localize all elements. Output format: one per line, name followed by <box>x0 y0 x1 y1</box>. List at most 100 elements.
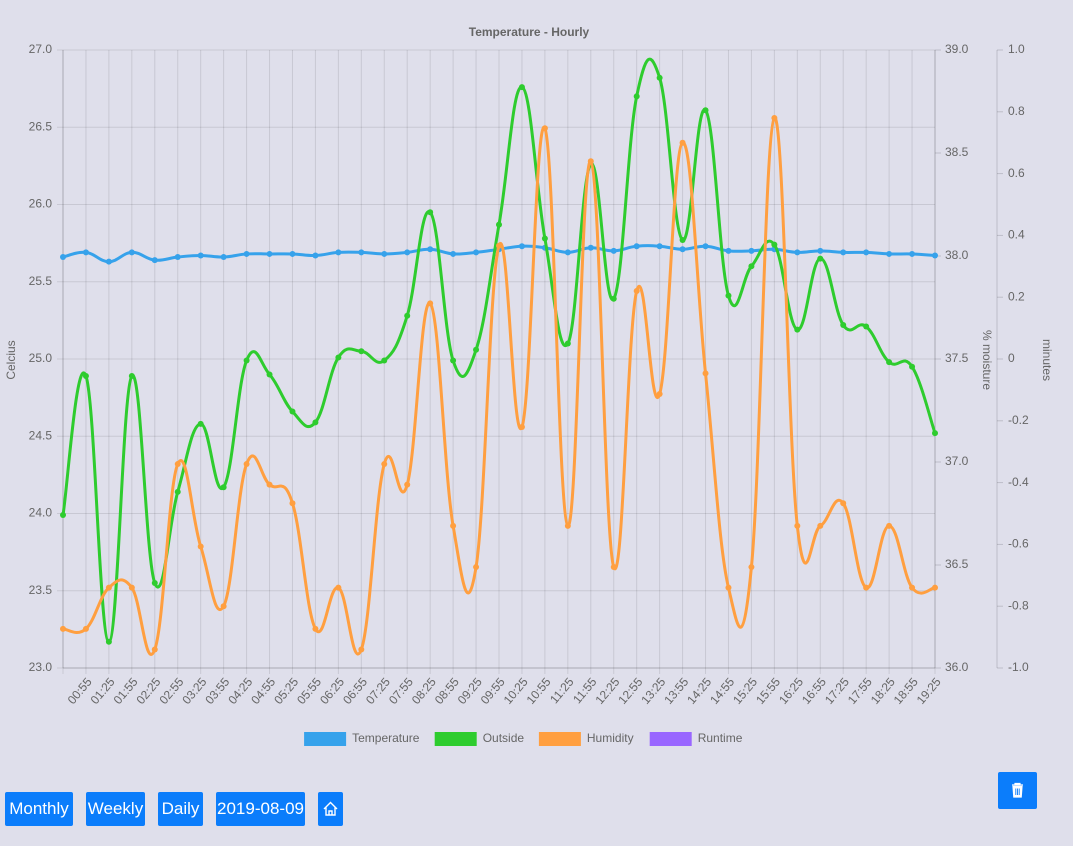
data-point <box>748 263 755 270</box>
data-point <box>610 564 617 571</box>
y-tick-label: 24.5 <box>29 428 53 442</box>
y-tick-label: 24.0 <box>29 506 53 520</box>
y2-tick-label: 36.5 <box>945 557 969 571</box>
data-point <box>633 243 640 250</box>
y-tick-label: 23.5 <box>29 583 53 597</box>
data-point <box>633 288 640 295</box>
y-tick-label: 27.0 <box>29 42 53 56</box>
weekly-button[interactable]: Weekly <box>86 792 145 826</box>
y3-tick-label: -0.8 <box>1008 598 1029 612</box>
data-point <box>794 326 801 333</box>
x-tick-label: 04:25 <box>225 675 255 707</box>
y2-tick-label: 38.0 <box>945 248 969 262</box>
data-point <box>771 241 778 248</box>
y2-tick-label: 37.5 <box>945 351 969 365</box>
x-tick-label: 07:55 <box>386 675 416 707</box>
trash-icon <box>1012 782 1023 798</box>
x-tick-label: 08:55 <box>432 675 462 707</box>
data-point <box>128 372 135 379</box>
data-point <box>381 461 388 468</box>
x-tick-label: 06:25 <box>317 675 347 707</box>
x-tick-label: 01:25 <box>88 675 118 707</box>
y3-tick-label: 0.6 <box>1008 166 1025 180</box>
data-point <box>702 243 709 250</box>
data-point <box>633 93 640 100</box>
y-tick-label: 26.0 <box>29 197 53 211</box>
data-point <box>473 564 480 571</box>
y3-tick-label: 0.8 <box>1008 104 1025 118</box>
x-tick-label: 06:55 <box>340 675 370 707</box>
y-tick-label: 23.0 <box>29 660 53 674</box>
x-tick-label: 15:25 <box>730 675 760 707</box>
data-point <box>610 247 617 254</box>
data-point <box>564 340 571 347</box>
x-tick-label: 03:55 <box>202 675 232 707</box>
y3-tick-label: 0.4 <box>1008 228 1025 242</box>
x-tick-label: 13:55 <box>661 675 691 707</box>
data-point <box>909 584 916 591</box>
delete-button[interactable] <box>998 772 1037 809</box>
x-tick-label: 10:55 <box>524 675 554 707</box>
y2-tick-label: 38.5 <box>945 145 969 159</box>
y2-tick-label: 36.0 <box>945 660 969 674</box>
data-point <box>886 522 893 529</box>
home-button[interactable] <box>318 792 343 826</box>
data-point <box>748 564 755 571</box>
x-tick-label: 01:55 <box>111 675 141 707</box>
y-tick-label: 25.5 <box>29 274 53 288</box>
x-tick-label: 03:25 <box>179 675 209 707</box>
data-point <box>82 249 89 256</box>
data-point <box>128 249 135 256</box>
data-point <box>817 522 824 529</box>
data-point <box>932 584 938 591</box>
data-point <box>450 357 457 364</box>
data-point <box>381 250 388 257</box>
data-point <box>473 249 480 256</box>
legend-swatch <box>538 732 581 746</box>
x-tick-label: 09:25 <box>455 675 485 707</box>
data-point <box>220 484 227 491</box>
data-point <box>679 139 686 146</box>
data-point <box>932 430 938 437</box>
data-point <box>427 300 434 307</box>
data-point <box>60 254 66 261</box>
daily-button[interactable]: Daily <box>158 792 203 826</box>
data-point <box>60 625 66 632</box>
y3-tick-label: -0.4 <box>1008 475 1029 489</box>
data-point <box>335 584 342 591</box>
data-point <box>886 359 893 366</box>
monthly-button[interactable]: Monthly <box>5 792 73 826</box>
data-point <box>197 252 204 259</box>
data-point <box>496 221 502 228</box>
data-point <box>243 461 250 468</box>
data-point <box>702 370 709 377</box>
data-point <box>794 522 801 529</box>
data-point <box>427 246 434 253</box>
data-point <box>909 250 916 257</box>
data-point <box>358 348 365 355</box>
x-tick-label: 07:25 <box>363 675 393 707</box>
chart-title: Temperature - Hourly <box>469 25 590 39</box>
data-point <box>151 646 158 653</box>
legend-label: Runtime <box>698 731 743 745</box>
y3-tick-label: -0.2 <box>1008 413 1029 427</box>
chart: Temperature - Hourly Celcius % moisture … <box>4 25 1054 746</box>
data-point <box>82 625 89 632</box>
data-point <box>289 250 296 257</box>
data-point <box>404 312 411 319</box>
data-point <box>381 357 388 364</box>
data-point <box>679 246 686 253</box>
data-point <box>564 249 571 256</box>
x-tick-label: 14:55 <box>707 675 737 707</box>
y3-axis-title: minutes <box>1040 339 1054 381</box>
date-button[interactable]: 2019-08-09 <box>216 792 305 826</box>
data-point <box>358 249 365 256</box>
data-point <box>197 420 204 427</box>
y-tick-label: 25.0 <box>29 351 53 365</box>
data-point <box>840 249 847 256</box>
data-point <box>518 243 525 250</box>
data-point <box>105 584 112 591</box>
legend-swatch <box>434 732 477 746</box>
data-point <box>289 408 296 415</box>
